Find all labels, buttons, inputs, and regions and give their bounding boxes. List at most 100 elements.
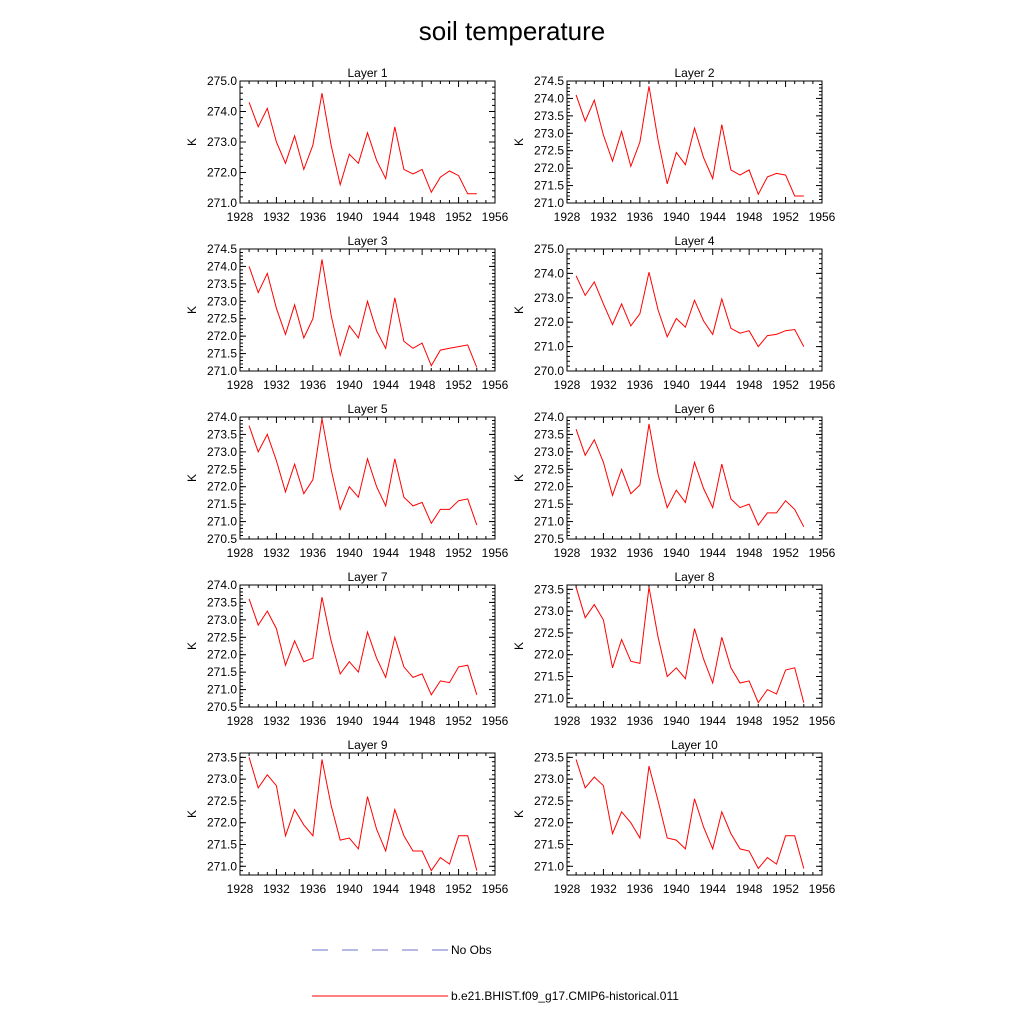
- data-point: [630, 325, 631, 326]
- data-point: [403, 341, 404, 342]
- data-point: [285, 334, 286, 335]
- x-tick-label: 1928: [227, 378, 254, 392]
- x-tick-label: 1936: [300, 378, 327, 392]
- y-tick-label: 273.0: [534, 772, 564, 786]
- panel-layer-3: Layer 3 K 1928 1932 1936 1940 1944 1948 1952 1956…: [185, 234, 509, 392]
- data-point: [767, 512, 768, 513]
- data-point: [649, 424, 650, 425]
- x-tick-label: 1940: [663, 210, 690, 224]
- y-axis-label: K: [185, 642, 199, 650]
- data-point: [376, 829, 377, 830]
- data-point: [785, 500, 786, 501]
- data-point: [413, 505, 414, 506]
- x-tick-label: 1940: [336, 714, 363, 728]
- panel-title: Layer 8: [674, 570, 714, 584]
- data-point: [730, 667, 731, 668]
- plot-frame: [239, 584, 496, 708]
- data-point: [303, 169, 304, 170]
- data-point: [776, 334, 777, 335]
- data-point: [649, 587, 650, 588]
- data-point: [712, 848, 713, 849]
- data-point: [358, 672, 359, 673]
- data-point: [276, 628, 277, 629]
- data-point: [703, 488, 704, 489]
- panel-title: Layer 3: [347, 234, 387, 248]
- data-point: [294, 809, 295, 810]
- data-point: [703, 827, 704, 828]
- data-point: [621, 131, 622, 132]
- x-tick-label: 1944: [699, 882, 726, 896]
- data-point: [467, 835, 468, 836]
- x-tick-label: 1956: [482, 378, 509, 392]
- data-point: [621, 303, 622, 304]
- data-point: [585, 617, 586, 618]
- x-tick-label: 1936: [627, 882, 654, 896]
- y-tick-label: 273.0: [207, 772, 237, 786]
- y-tick-label: 273.5: [534, 582, 564, 596]
- data-point: [303, 493, 304, 494]
- data-point: [603, 135, 604, 136]
- data-point: [685, 848, 686, 849]
- y-tick-label: 272.5: [207, 462, 237, 476]
- data-point: [721, 637, 722, 638]
- y-axis-label: K: [512, 642, 526, 650]
- data-point: [422, 343, 423, 344]
- y-tick-label: 273.0: [207, 135, 237, 149]
- data-point: [322, 597, 323, 598]
- data-point: [794, 509, 795, 510]
- data-point: [649, 272, 650, 273]
- y-tick-label: 273.5: [534, 109, 564, 123]
- y-tick-label: 271.0: [207, 683, 237, 697]
- x-tick-label: 1936: [627, 210, 654, 224]
- y-tick-label: 271.5: [534, 670, 564, 684]
- data-point: [576, 275, 577, 276]
- y-tick-label: 273.0: [207, 294, 237, 308]
- data-point: [740, 848, 741, 849]
- data-point: [349, 486, 350, 487]
- data-point: [603, 619, 604, 620]
- x-tick-label: 1956: [482, 210, 509, 224]
- data-point: [276, 785, 277, 786]
- x-tick-label: 1940: [336, 210, 363, 224]
- x-tick-label: 1940: [663, 714, 690, 728]
- y-tick-label: 272.5: [534, 626, 564, 640]
- data-point: [367, 458, 368, 459]
- legend-label-model-run: b.e21.BHIST.f09_g17.CMIP6-historical.011: [451, 989, 679, 1003]
- y-tick-label: 274.5: [534, 74, 564, 88]
- data-point: [612, 667, 613, 668]
- data-point: [285, 491, 286, 492]
- data-point: [658, 637, 659, 638]
- series-line: [575, 86, 804, 197]
- x-tick-label: 1952: [772, 882, 799, 896]
- data-point: [413, 677, 414, 678]
- data-point: [794, 835, 795, 836]
- data-point: [585, 295, 586, 296]
- data-point: [331, 805, 332, 806]
- y-tick-label: 274.0: [534, 91, 564, 105]
- panel-title: Layer 10: [671, 738, 718, 752]
- data-point: [749, 680, 750, 681]
- data-point: [458, 666, 459, 667]
- data-point: [639, 485, 640, 486]
- x-tick-label: 1944: [699, 546, 726, 560]
- data-point: [449, 509, 450, 510]
- data-point: [467, 344, 468, 345]
- plot-frame: [566, 584, 823, 708]
- x-tick-label: 1948: [736, 546, 763, 560]
- data-point: [721, 299, 722, 300]
- x-tick-label: 1932: [590, 714, 617, 728]
- data-point: [294, 640, 295, 641]
- panel-layer-6: Layer 6 K 1928 1932 1936 1940 1944 1948 1952 1956…: [512, 402, 836, 560]
- data-point: [267, 774, 268, 775]
- x-tick-label: 1944: [372, 882, 399, 896]
- data-point: [358, 163, 359, 164]
- x-tick-label: 1956: [809, 714, 836, 728]
- data-point: [758, 702, 759, 703]
- x-tick-label: 1952: [445, 882, 472, 896]
- data-point: [594, 604, 595, 605]
- y-tick-label: 272.5: [207, 312, 237, 326]
- x-tick-label: 1932: [590, 210, 617, 224]
- data-point: [431, 694, 432, 695]
- data-point: [358, 848, 359, 849]
